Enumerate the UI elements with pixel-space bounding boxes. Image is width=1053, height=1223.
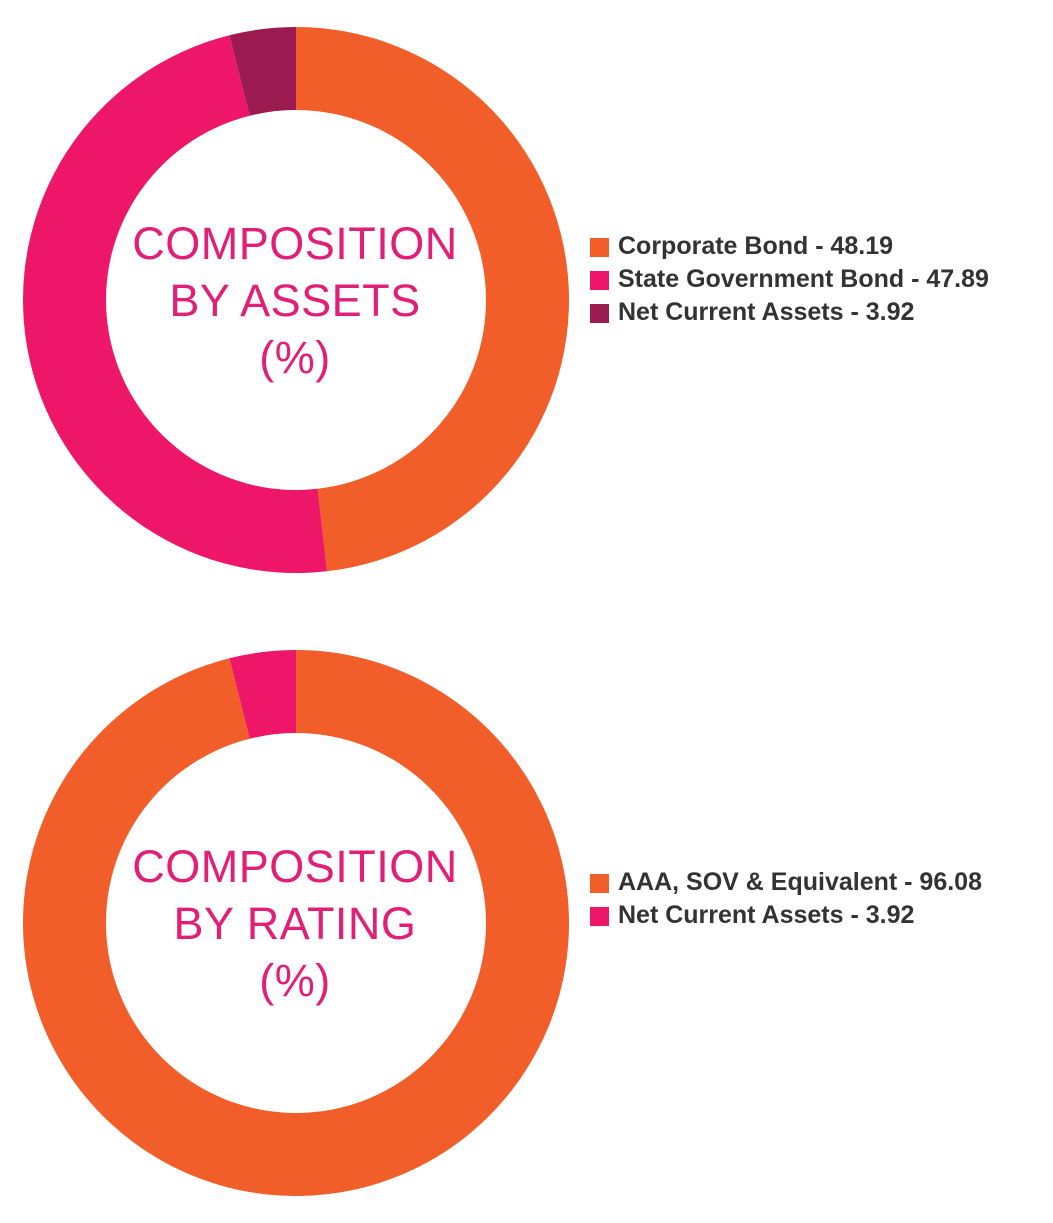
chart-title-line: COMPOSITION [132,840,458,892]
chart-title-line: COMPOSITION [132,217,458,269]
legend-swatch [590,238,609,257]
chart-title: COMPOSITION BY RATING (%) [90,773,500,1073]
legend-label: Corporate Bond - 48.19 [618,232,894,260]
chart-composition-by-rating: COMPOSITION BY RATING (%) AAA, SOV & Equ… [0,623,1053,1223]
legend-swatch [590,304,609,323]
chart-title-line: (%) [259,954,331,1006]
chart-composition-by-assets: COMPOSITION BY ASSETS (%) Corporate Bond… [0,0,1053,600]
legend-label: AAA, SOV & Equivalent - 96.08 [618,868,982,896]
legend-label: Net Current Assets - 3.92 [618,298,915,326]
chart-title: COMPOSITION BY ASSETS (%) [90,150,500,450]
legend-swatch [590,271,609,290]
donut-chart-rating [22,650,570,1196]
legend-item: Corporate Bond - 48.19 [590,230,1030,263]
chart-title-line: (%) [259,331,331,383]
legend-swatch [590,907,609,926]
legend-item: Net Current Assets - 3.92 [590,296,1030,329]
legend-item: Net Current Assets - 3.92 [590,899,1030,932]
legend: AAA, SOV & Equivalent - 96.08 Net Curren… [590,866,1030,932]
legend: Corporate Bond - 48.19 State Government … [590,230,1030,329]
legend-swatch [590,874,609,893]
donut-slice-aaa-sov-equivalent [22,650,570,1196]
chart-title-line: BY ASSETS [169,274,421,326]
donut-slice-net-current-assets [229,650,296,739]
donut-slice-corporate-bond [296,27,570,572]
donut-slice-state-government-bond [23,35,327,573]
legend-item: AAA, SOV & Equivalent - 96.08 [590,866,1030,899]
legend-item: State Government Bond - 47.89 [590,263,1030,296]
legend-label: State Government Bond - 47.89 [618,265,989,293]
donut-slice-net-current-assets [229,27,296,116]
legend-label: Net Current Assets - 3.92 [618,901,915,929]
chart-title-line: BY RATING [173,897,417,949]
donut-chart-assets [23,27,570,573]
